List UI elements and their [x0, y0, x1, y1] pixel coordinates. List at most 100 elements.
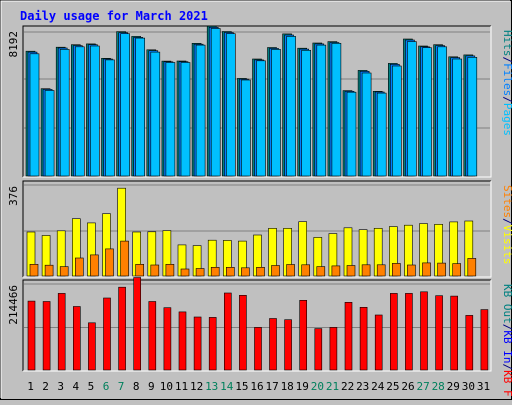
x-tick-label: 27 — [416, 380, 429, 393]
bar-pages-day-8 — [135, 37, 145, 177]
bar-kb-f-day-18 — [284, 319, 292, 371]
legend-entry: / — [501, 218, 512, 225]
bar-sites-day-13 — [210, 266, 220, 277]
bar-kb-f-day-19 — [299, 299, 308, 371]
bar-sites-day-5 — [90, 254, 99, 277]
bar-pages-day-10 — [165, 62, 176, 177]
x-tick-label: 8 — [133, 380, 140, 393]
panel-legend: KB Out/KB In/KB F — [501, 284, 512, 397]
bar-pages-day-14 — [226, 33, 236, 177]
plot-shadow-edge — [22, 279, 491, 371]
x-tick-label: 23 — [356, 380, 369, 393]
bar-sites-day-28 — [437, 262, 446, 277]
x-tick-label: 30 — [462, 380, 475, 393]
legend-entry: KB Out — [501, 284, 512, 324]
panel-legend: Sites/Visits — [501, 185, 512, 265]
bar-pages-day-11 — [180, 62, 191, 177]
bar-sites-day-24 — [376, 264, 386, 277]
legend-entry: Files — [501, 63, 512, 96]
bar-pages-day-22 — [346, 91, 357, 177]
x-tick-label: 4 — [72, 380, 79, 393]
bar-sites-day-20 — [316, 266, 326, 277]
chart-title: Daily usage for March 2021 — [20, 9, 208, 23]
legend-entry: / — [501, 364, 512, 371]
x-tick-label: 17 — [265, 380, 278, 393]
bar-pages-day-15 — [241, 79, 251, 177]
x-tick-label: 31 — [477, 380, 490, 393]
bar-pages-day-12 — [195, 44, 206, 177]
bar-sites-day-1 — [29, 263, 39, 277]
bar-pages-day-2 — [44, 90, 55, 177]
bar-pages-day-26 — [407, 41, 417, 177]
bar-sites-day-7 — [120, 240, 129, 277]
bar-pages-day-27 — [422, 47, 432, 177]
bar-kb-f-day-28 — [435, 295, 443, 371]
bar-sites-day-9 — [150, 264, 160, 277]
bar-pages-day-30 — [467, 56, 478, 177]
plot-light-edge — [23, 26, 492, 178]
x-tick-label: 3 — [57, 380, 64, 393]
x-tick-label: 10 — [160, 380, 173, 393]
bar-sites-day-2 — [44, 264, 54, 277]
bar-sites-day-8 — [135, 263, 144, 277]
panel-legend: Hits/Files/Pages — [501, 30, 512, 136]
y-max-label: 8192 — [7, 31, 20, 58]
bar-kb-f-day-22 — [344, 301, 353, 371]
x-tick-label: 13 — [205, 380, 218, 393]
panel-visits-sites: 376 Sites/Visits — [7, 180, 512, 278]
plot-light-edge — [23, 181, 492, 278]
bar-kb-f-day-10 — [163, 307, 172, 371]
bar-sites-day-6 — [105, 248, 114, 277]
bar-sites-day-16 — [256, 266, 265, 277]
bar-kb-f-day-6 — [103, 297, 111, 371]
bar-sites-day-11 — [180, 268, 190, 277]
x-tick-label: 7 — [118, 380, 125, 393]
bar-kb-f-day-1 — [27, 300, 36, 371]
bar-sites-day-4 — [75, 257, 84, 277]
bar-kb-f-day-26 — [405, 293, 413, 371]
bar-kb-f-day-11 — [178, 311, 187, 371]
x-tick-label: 12 — [190, 380, 203, 393]
x-tick-label: 6 — [103, 380, 110, 393]
bar-kb-f-day-9 — [148, 301, 157, 371]
bar-sites-day-21 — [331, 265, 341, 277]
bar-pages-day-19 — [301, 49, 312, 177]
bar-pages-day-13 — [210, 28, 221, 177]
bar-pages-day-21 — [331, 42, 342, 177]
bar-pages-day-5 — [90, 45, 100, 177]
bar-kb-f-day-13 — [208, 317, 217, 371]
legend-entry: Sites — [501, 185, 512, 218]
x-tick-label: 18 — [281, 380, 294, 393]
bar-pages-day-7 — [120, 33, 130, 177]
legend-entry: Visits — [501, 225, 512, 265]
legend-entry: / — [501, 57, 512, 64]
legend-entry: Hits — [501, 30, 512, 57]
bar-kb-f-day-20 — [314, 328, 323, 371]
bar-kb-f-day-25 — [389, 293, 398, 371]
bar-pages-day-16 — [256, 60, 266, 177]
x-tick-label: 25 — [386, 380, 399, 393]
plot-shadow-edge — [22, 180, 491, 277]
bar-sites-day-17 — [271, 265, 280, 277]
bar-sites-day-10 — [165, 263, 175, 277]
bar-kb-f-day-15 — [239, 294, 247, 371]
bar-pages-day-24 — [376, 92, 387, 177]
x-tick-label: 1 — [27, 380, 34, 393]
bar-sites-day-22 — [346, 265, 356, 277]
x-tick-label: 28 — [432, 380, 445, 393]
x-tick-label: 2 — [42, 380, 49, 393]
bar-pages-day-3 — [59, 49, 70, 177]
bar-kb-f-day-7 — [118, 286, 126, 371]
bar-sites-day-25 — [391, 263, 401, 277]
bar-pages-day-20 — [316, 44, 327, 177]
bar-pages-day-6 — [105, 59, 115, 177]
x-tick-label: 22 — [341, 380, 354, 393]
bar-kb-f-day-27 — [420, 291, 428, 371]
bar-kb-f-day-29 — [450, 295, 459, 371]
bar-sites-day-30 — [467, 258, 477, 277]
x-tick-label: 24 — [371, 380, 385, 393]
x-tick-label: 11 — [175, 380, 188, 393]
x-tick-label: 9 — [148, 380, 155, 393]
bar-sites-day-15 — [241, 267, 250, 277]
x-tick-label: 21 — [326, 380, 339, 393]
